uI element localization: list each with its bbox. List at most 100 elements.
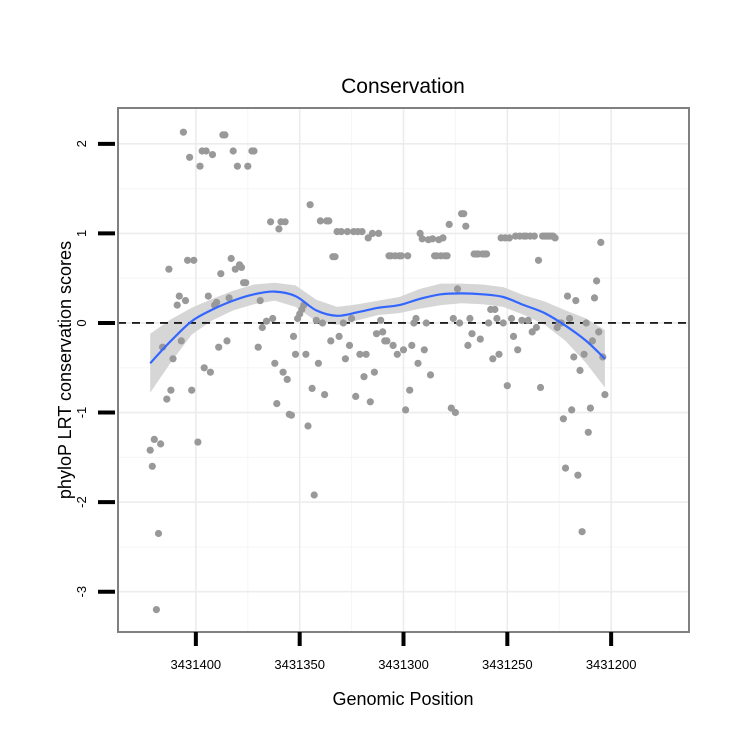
data-point [464, 341, 472, 349]
data-point [200, 364, 208, 372]
data-point [146, 446, 154, 454]
data-point [572, 297, 580, 305]
data-point [223, 337, 231, 345]
data-point [449, 314, 457, 323]
data-point [312, 316, 320, 324]
data-point [580, 350, 588, 358]
chart-title: Conservation [341, 75, 465, 98]
data-point [563, 292, 572, 300]
data-point [377, 316, 385, 324]
data-point [476, 335, 484, 343]
data-point [561, 464, 570, 472]
data-point [304, 422, 312, 430]
data-point [181, 297, 190, 305]
data-point [453, 285, 462, 293]
data-point [339, 319, 347, 327]
data-point [408, 341, 416, 349]
data-point [287, 411, 295, 419]
data-point [568, 406, 576, 414]
y-tick-label: 2 [74, 140, 89, 147]
data-point [468, 330, 476, 338]
data-point [289, 332, 298, 340]
data-point [574, 471, 582, 479]
data-point [451, 408, 459, 417]
data-point [310, 491, 318, 499]
data-point [202, 147, 210, 155]
data-point [148, 462, 156, 470]
data-point [495, 350, 503, 358]
data-point [534, 256, 543, 264]
smooth-line-layer [149, 290, 606, 365]
data-point [559, 415, 568, 423]
data-point [584, 428, 592, 436]
data-point [590, 294, 599, 302]
data-point [244, 162, 252, 170]
data-point [273, 400, 281, 408]
data-point [566, 314, 574, 323]
data-point [462, 222, 470, 230]
data-point [393, 350, 401, 358]
data-point [379, 328, 387, 336]
data-point [325, 217, 333, 225]
data-point [279, 368, 287, 376]
y-tick-label: 0 [74, 319, 89, 326]
data-point [275, 225, 283, 233]
data-point [460, 210, 468, 218]
data-point [489, 355, 497, 363]
data-point [588, 337, 597, 345]
y-tick-label: -2 [74, 496, 89, 508]
data-point [420, 346, 428, 354]
data-point [186, 153, 194, 161]
data-point [267, 218, 275, 226]
data-point [169, 355, 177, 363]
data-point [314, 359, 322, 367]
data-point [503, 382, 511, 390]
data-point [242, 279, 250, 287]
data-point [509, 332, 518, 340]
data-point [570, 353, 578, 361]
data-point [318, 319, 327, 327]
data-point [366, 398, 374, 406]
data-point [163, 395, 171, 403]
data-point [283, 375, 291, 383]
data-point [337, 228, 345, 236]
data-point [524, 316, 532, 324]
data-point [429, 235, 437, 243]
data-point [456, 319, 464, 327]
data-point [345, 341, 354, 349]
data-point [206, 368, 214, 376]
data-point [499, 319, 507, 327]
data-point [215, 343, 223, 351]
x-tick-label: 3431350 [274, 657, 325, 672]
data-point [177, 337, 185, 345]
data-point [316, 217, 324, 225]
data-point [582, 319, 590, 327]
data-point [175, 292, 183, 300]
x-tick-label: 3431300 [378, 657, 429, 672]
y-tick-label: -1 [74, 407, 89, 419]
data-point [530, 232, 538, 240]
data-point [485, 319, 493, 327]
data-point [358, 228, 366, 236]
data-point [493, 314, 501, 323]
data-point [372, 330, 381, 338]
data-point [188, 386, 196, 394]
data-point [208, 151, 217, 159]
data-point [518, 316, 526, 324]
data-point [348, 314, 356, 323]
data-point [271, 359, 279, 367]
data-point [204, 292, 212, 300]
data-point [397, 252, 405, 260]
data-point [578, 528, 586, 536]
data-point [237, 263, 246, 271]
data-point [383, 337, 391, 345]
data-point [194, 438, 202, 446]
data-point [262, 317, 271, 325]
x-axis-title: Genomic Position [332, 689, 473, 709]
data-point [597, 238, 605, 246]
data-point [281, 218, 289, 226]
data-point [491, 305, 499, 314]
data-point [532, 323, 541, 332]
data-point [179, 128, 187, 136]
